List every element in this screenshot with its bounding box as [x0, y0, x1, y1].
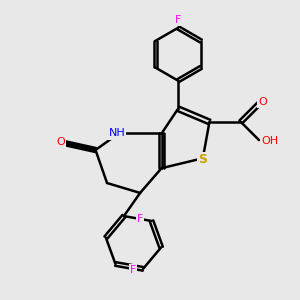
Text: S: S — [198, 153, 207, 167]
Text: NH: NH — [109, 128, 125, 139]
Text: O: O — [259, 97, 267, 107]
Text: F: F — [175, 15, 181, 25]
Text: F: F — [137, 214, 143, 224]
Text: OH: OH — [261, 136, 278, 146]
Text: F: F — [130, 266, 136, 275]
Text: O: O — [56, 137, 65, 147]
